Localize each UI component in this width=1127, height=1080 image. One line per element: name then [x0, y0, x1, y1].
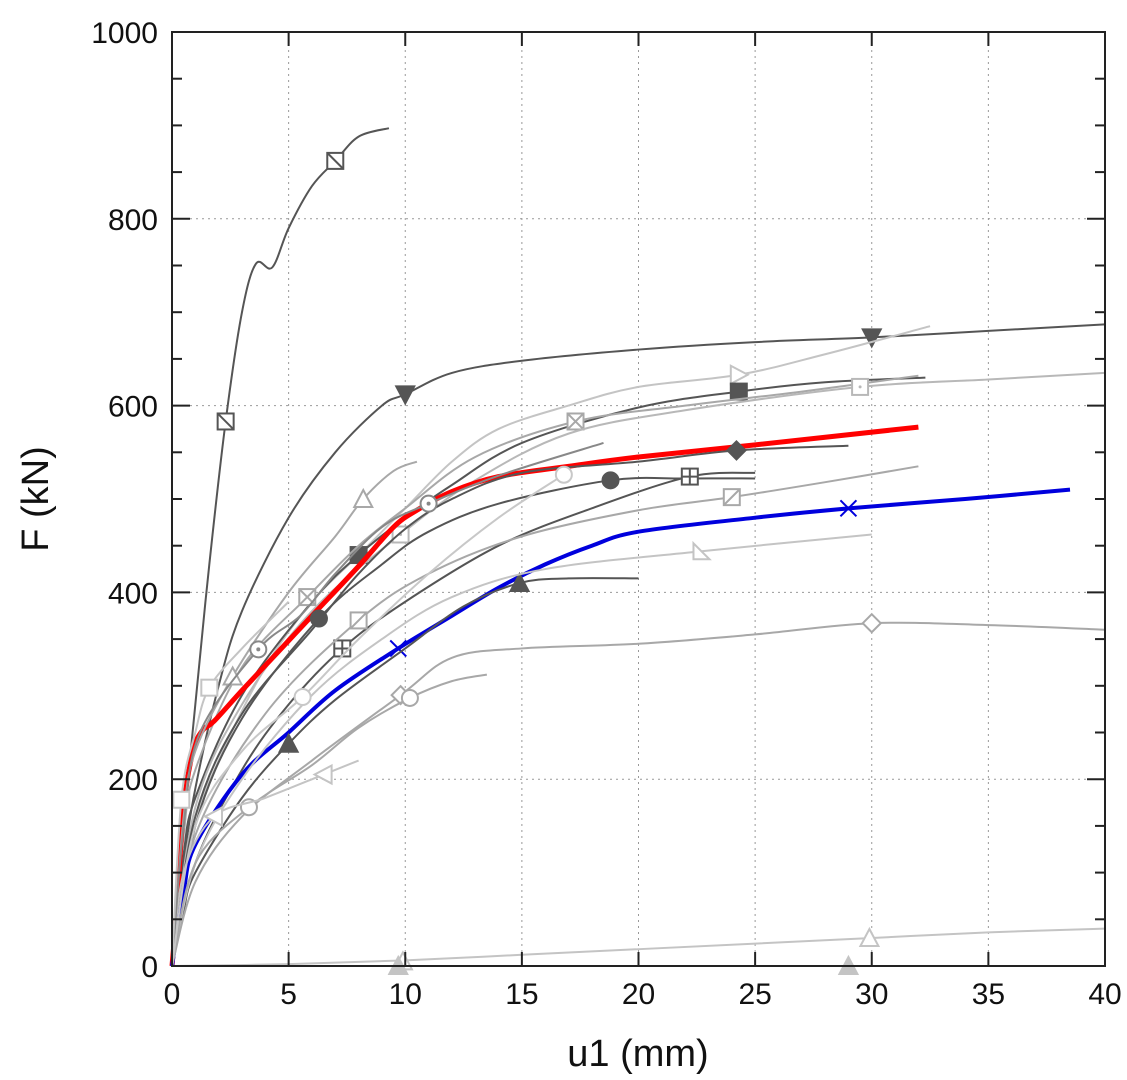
x-tick-label: 20 [622, 978, 655, 1011]
square-marker [172, 790, 191, 809]
triangle-up-marker [352, 487, 374, 508]
circle-marker [293, 688, 312, 707]
x-tick-label: 15 [505, 978, 538, 1011]
triangle-down-filled-marker [861, 328, 883, 349]
x-tick-label: 25 [738, 978, 771, 1011]
series-s8 [171, 440, 849, 967]
triangle-right-marker [729, 364, 750, 386]
series-line [171, 376, 926, 967]
y-tick-label: 400 [108, 577, 158, 610]
series-line [171, 374, 919, 967]
x-tick-label: 30 [855, 978, 888, 1011]
x-marker-stroke [839, 499, 858, 518]
circle-dot-marker-dot [256, 647, 261, 652]
series-s21 [171, 601, 290, 967]
triangle-right-corner-marker [692, 540, 712, 561]
square-x-marker-stroke [298, 588, 316, 606]
triangle-left-marker [202, 805, 223, 828]
series-s12 [170, 487, 1071, 967]
square-dot-marker-dot [858, 385, 862, 389]
series-line [171, 465, 919, 967]
y-tick-label: 600 [108, 391, 158, 424]
y-tick-label: 800 [108, 204, 158, 237]
series-s15 [171, 612, 1106, 967]
series-s4 [171, 376, 926, 967]
y-tick-label: 0 [141, 951, 158, 984]
series-s5 [171, 374, 919, 967]
square-x-marker-stroke [566, 412, 585, 431]
series-line [171, 927, 1106, 967]
series-line [170, 487, 1071, 967]
triangle-up-filled-marker [277, 732, 300, 753]
diamond-filled-marker [726, 440, 747, 461]
series-line [171, 577, 639, 967]
square-half-marker-stroke [723, 488, 741, 506]
x-axis-label: u1 (mm) [567, 1033, 708, 1075]
circle-marker [400, 688, 419, 707]
x-tick-label: 5 [280, 978, 297, 1011]
x-tick-label: 10 [389, 978, 422, 1011]
x-tick-label: 40 [1088, 978, 1121, 1011]
series-line [171, 371, 1106, 967]
square-filled-marker [729, 382, 748, 401]
series-line [171, 621, 1106, 967]
x-marker-stroke [389, 639, 407, 658]
series-line [171, 473, 565, 967]
triangle-down-filled-marker [394, 385, 416, 406]
triangle-up-filled-marker [508, 571, 531, 593]
square-half-marker-stroke [349, 611, 368, 630]
y-tick-label: 200 [108, 764, 158, 797]
diamond-marker [861, 612, 883, 634]
square-diag-marker-stroke [326, 152, 344, 170]
series-s13 [171, 571, 639, 967]
series-s6 [171, 371, 1106, 967]
circle-filled-marker [601, 471, 620, 490]
square-marker [200, 678, 219, 697]
series-s20 [171, 465, 573, 967]
series-line [171, 444, 849, 967]
series-line [171, 476, 756, 967]
series-s17 [171, 759, 359, 967]
square-diag-marker-stroke [216, 412, 235, 431]
triangle-up-marker [858, 926, 881, 947]
series-s9 [171, 471, 756, 967]
series-line [171, 533, 872, 967]
x-tick-label: 35 [972, 978, 1005, 1011]
series-s14 [171, 533, 872, 967]
series-line [169, 424, 919, 967]
y-tick-label: 1000 [91, 17, 158, 50]
series-s11 [171, 465, 919, 967]
x-tick-label: 0 [164, 978, 181, 1011]
series-line [171, 601, 290, 967]
series-group [169, 127, 1106, 975]
series-s7 [169, 424, 919, 967]
circle-filled-marker [309, 609, 328, 628]
circle-marker [554, 465, 573, 484]
series-line [171, 471, 756, 967]
circle-dot-marker-dot [426, 501, 431, 506]
series-s10 [171, 467, 756, 967]
triangle-left-marker [312, 763, 333, 786]
series-line [171, 673, 488, 967]
y-axis-label: F (kN) [15, 446, 57, 552]
